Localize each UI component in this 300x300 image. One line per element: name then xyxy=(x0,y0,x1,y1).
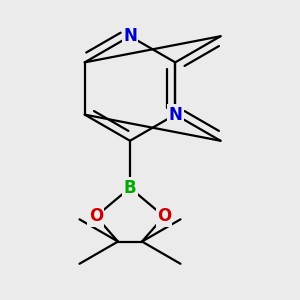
Text: N: N xyxy=(168,106,182,124)
Text: N: N xyxy=(123,27,137,45)
Text: O: O xyxy=(89,207,103,225)
Text: B: B xyxy=(124,179,136,197)
Text: O: O xyxy=(157,207,171,225)
